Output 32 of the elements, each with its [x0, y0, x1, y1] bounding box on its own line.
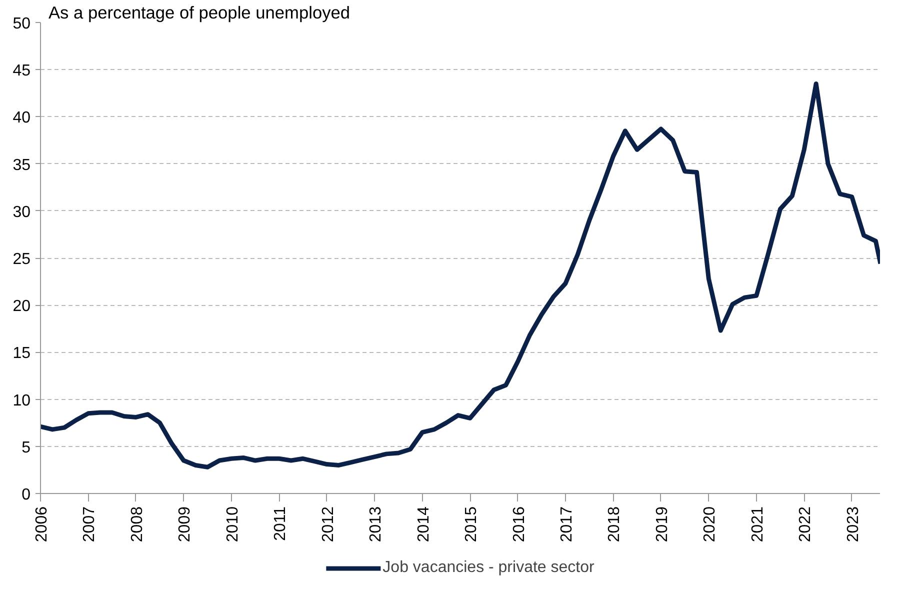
x-tick-label: 2007 [81, 506, 98, 542]
x-tick-label: 2022 [797, 506, 814, 542]
line-series [40, 81, 880, 470]
y-tick-label: 25 [12, 251, 31, 268]
x-tick-label: 2017 [558, 506, 576, 542]
x-tick-label: 2019 [654, 506, 671, 542]
x-tick-label: 2013 [368, 506, 385, 542]
y-tick-label: 30 [12, 204, 31, 221]
x-tick-label: 2020 [702, 506, 719, 542]
x-tick-label: 2009 [176, 506, 194, 542]
y-tick-label: 35 [12, 156, 31, 174]
y-tick-label: 15 [12, 345, 31, 362]
x-tick-label: 2018 [606, 506, 624, 542]
x-tick-label: 2011 [272, 506, 290, 541]
y-tick-label: 45 [12, 62, 31, 80]
y-tick-label: 50 [12, 16, 31, 32]
y-tick-label: 20 [12, 298, 31, 316]
legend-label: Job vacancies - private sector [382, 558, 594, 578]
x-tick-label: 2006 [34, 506, 50, 542]
y-tick-label: 10 [12, 392, 31, 410]
x-tick-label: 2008 [128, 506, 146, 542]
x-tick-label: 2021 [749, 506, 766, 542]
chart-title: As a percentage of people unemployed [48, 2, 350, 22]
y-tick-label: 5 [22, 439, 31, 456]
x-tick-label: 2023 [844, 506, 862, 542]
x-tick-label: 2012 [320, 506, 337, 542]
x-tick-label: 2010 [224, 506, 242, 542]
x-tick-label: 2016 [510, 506, 528, 542]
x-tick-label: 2015 [463, 506, 480, 542]
y-tick-label: 40 [12, 110, 31, 127]
y-tick-label: 0 [22, 486, 31, 504]
x-tick-label: 2014 [415, 506, 432, 542]
